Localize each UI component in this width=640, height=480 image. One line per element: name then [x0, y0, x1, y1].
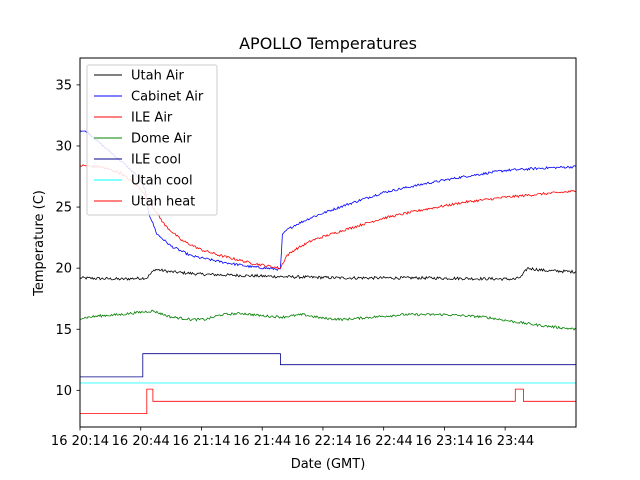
y-axis-label: Temperature (C)	[32, 190, 47, 297]
y-axis-ticks: 10 15 20 25 30 35	[55, 78, 80, 399]
x-tick-label: 16 20:14	[51, 434, 109, 449]
x-tick-label: 16 22:44	[355, 434, 413, 449]
series-line-ile-cool	[80, 353, 576, 378]
legend-label-utah-air: Utah Air	[131, 69, 184, 84]
series-line-cabinet-air	[80, 130, 576, 271]
x-tick-label: 16 22:14	[294, 434, 352, 449]
chart-title: APOLLO Temperatures	[239, 34, 417, 53]
legend-label-utah-cool: Utah cool	[131, 174, 193, 189]
legend-label-utah-heat: Utah heat	[131, 195, 195, 210]
legend: Utah Air Cabinet Air ILE Air Dome Air ILE co…	[86, 64, 218, 216]
y-tick-label: 25	[55, 201, 72, 216]
legend-box	[86, 64, 218, 216]
x-tick-label: 16 21:44	[233, 434, 291, 449]
y-tick-label: 20	[55, 262, 72, 277]
x-tick-label: 16 23:14	[415, 434, 473, 449]
series-line-dome-air	[80, 309, 576, 331]
x-tick-label: 16 23:44	[476, 434, 534, 449]
legend-label-ile-air: ILE Air	[131, 111, 173, 126]
x-tick-label: 16 21:14	[172, 434, 230, 449]
legend-label-dome-air: Dome Air	[131, 132, 192, 147]
axes-frame	[79, 57, 577, 428]
y-tick-label: 10	[55, 384, 72, 399]
series-line-utah-heat	[80, 388, 576, 414]
x-axis-ticks: 16 20:14 16 20:44 16 21:14 16 21:44 16 22:14…	[51, 427, 534, 449]
legend-label-cabinet-air: Cabinet Air	[131, 90, 204, 105]
series-line-ile-air	[80, 164, 576, 269]
y-tick-label: 30	[55, 139, 72, 154]
y-tick-label: 15	[55, 323, 72, 338]
legend-label-ile-cool: ILE cool	[131, 153, 181, 168]
plot-area	[79, 57, 577, 428]
x-axis-label: Date (GMT)	[291, 457, 366, 472]
x-tick-label: 16 20:44	[112, 434, 170, 449]
series-line-utah-air	[80, 266, 576, 282]
y-tick-label: 35	[55, 78, 72, 93]
